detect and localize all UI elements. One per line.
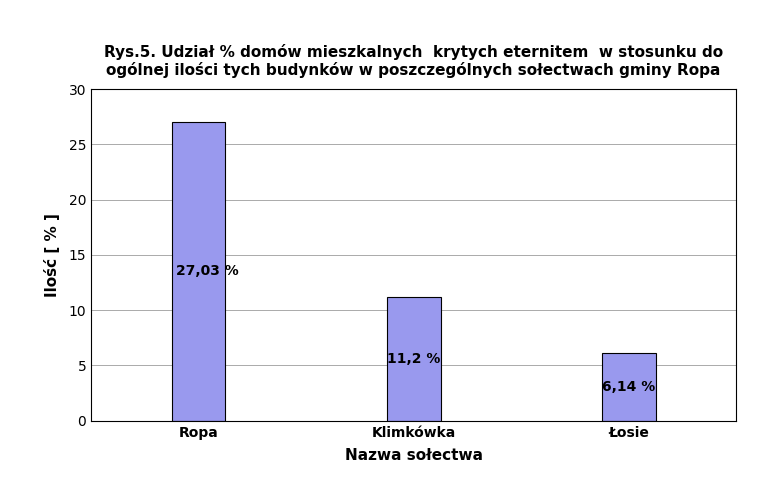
Bar <box>602 353 656 421</box>
Text: 11,2 %: 11,2 % <box>387 352 440 366</box>
Y-axis label: Ilość [ % ]: Ilość [ % ] <box>44 213 60 297</box>
Title: Rys.5. Udział % domów mieszkalnych  krytych eternitem  w stosunku do
ogólnej ilo: Rys.5. Udział % domów mieszkalnych kryty… <box>104 44 723 78</box>
Bar <box>172 122 225 421</box>
Bar <box>387 297 440 421</box>
Text: 6,14 %: 6,14 % <box>602 380 655 394</box>
Text: 27,03 %: 27,03 % <box>176 264 239 278</box>
X-axis label: Nazwa sołectwa: Nazwa sołectwa <box>345 448 483 463</box>
